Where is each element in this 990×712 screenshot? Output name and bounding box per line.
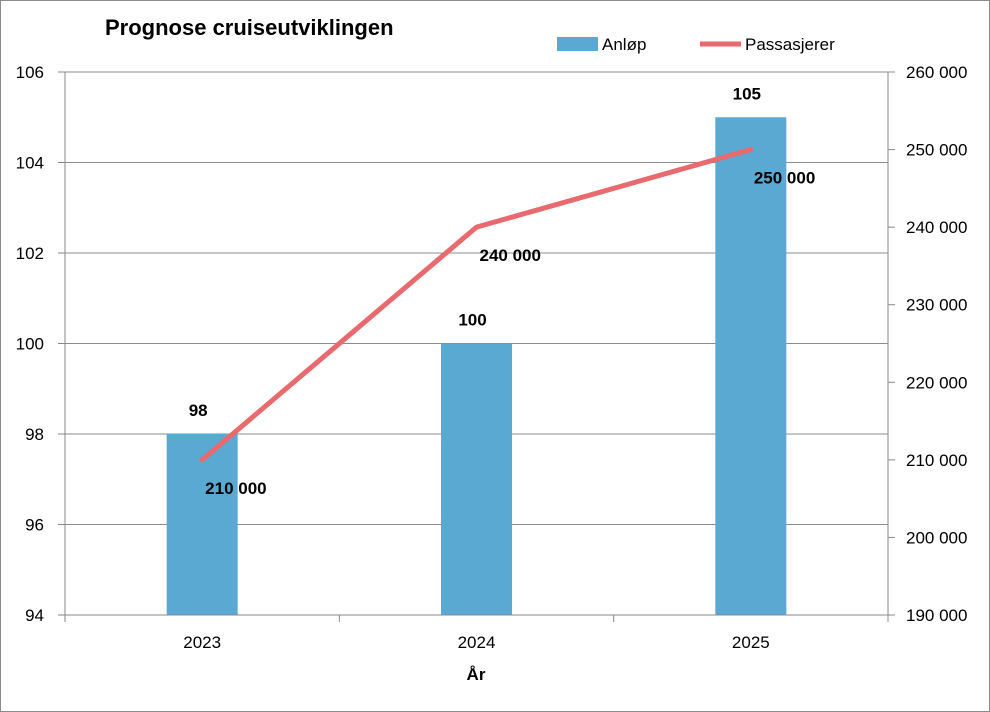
left-tick-label: 96 (25, 516, 44, 535)
right-tick-label: 250 000 (906, 141, 967, 160)
bar-anlop (715, 117, 787, 615)
bar-anlop (441, 343, 512, 615)
right-tick-label: 240 000 (906, 218, 967, 237)
passasjerer-line (199, 147, 754, 463)
line-passasjerer (199, 147, 754, 463)
legend-label-anlop: Anløp (602, 35, 646, 54)
legend-swatch-anlop (557, 37, 598, 51)
right-tick-labels: 190 000 200 000 210 000 220 000 230 000 240 0… (906, 63, 967, 625)
chart-title: Prognose cruiseutviklingen (105, 15, 394, 40)
legend: Anløp Passasjerer (557, 35, 835, 54)
x-tick-labels: 2023 2024 2025 (183, 633, 769, 652)
left-tick-label: 100 (16, 335, 44, 354)
right-tick-label: 190 000 (906, 606, 967, 625)
bar-anlop (166, 434, 238, 615)
right-tick-label: 210 000 (906, 451, 967, 470)
data-label-anlop: 105 (733, 84, 761, 103)
x-tick-label: 2024 (458, 633, 496, 652)
data-label-passasjerer: 250 000 (754, 169, 815, 188)
left-tick-label: 104 (16, 154, 44, 173)
data-label-passasjerer: 240 000 (480, 246, 541, 265)
left-tick-label: 106 (16, 63, 44, 82)
left-tick-label: 94 (25, 606, 44, 625)
left-tick-label: 98 (25, 425, 44, 444)
x-tick-label: 2023 (183, 633, 221, 652)
right-tick-label: 220 000 (906, 373, 967, 392)
legend-label-passasjerer: Passasjerer (745, 35, 835, 54)
data-label-anlop: 100 (458, 311, 486, 330)
left-tick-label: 102 (16, 244, 44, 263)
axes (64, 72, 889, 616)
left-tick-labels: 94 96 98 100 102 104 106 (16, 63, 44, 625)
x-tick-label: 2025 (732, 633, 770, 652)
x-axis-title: År (467, 665, 486, 684)
right-tick-label: 230 000 (906, 296, 967, 315)
data-label-passasjerer: 210 000 (205, 479, 266, 498)
data-labels: 98 100 105 210 000 240 000 250 000 (189, 84, 816, 498)
right-tick-label: 260 000 (906, 63, 967, 82)
data-label-anlop: 98 (189, 401, 208, 420)
bars (166, 117, 787, 615)
right-tick-label: 200 000 (906, 528, 967, 547)
